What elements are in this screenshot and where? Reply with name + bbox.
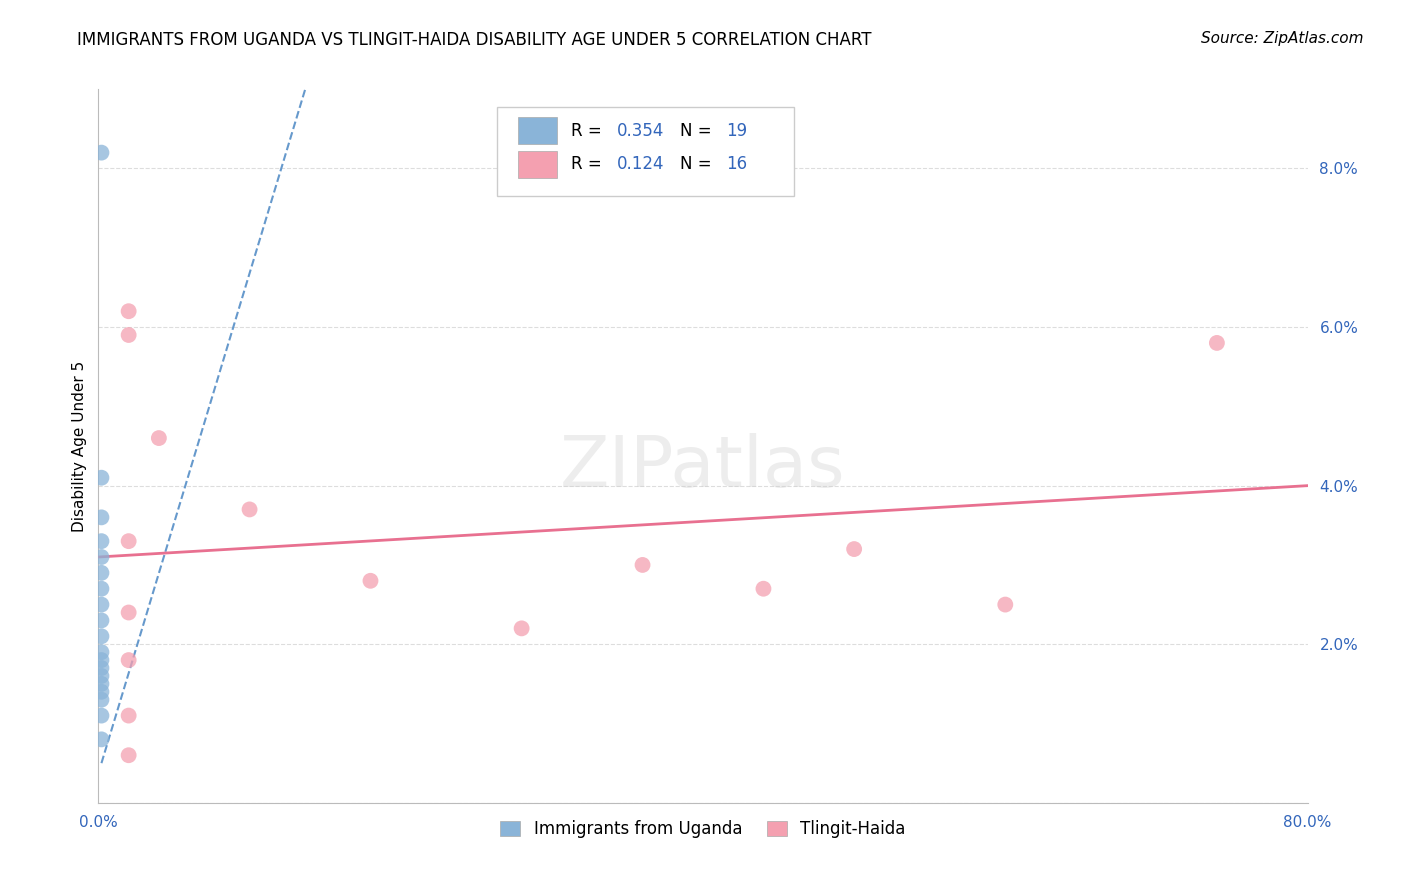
Text: 19: 19 xyxy=(725,121,747,139)
Point xyxy=(90,645,112,659)
Point xyxy=(510,621,533,635)
Point xyxy=(118,653,141,667)
Point xyxy=(118,748,141,763)
Point xyxy=(90,653,112,667)
Text: R =: R = xyxy=(571,155,607,173)
Point xyxy=(90,629,112,643)
FancyBboxPatch shape xyxy=(517,151,557,178)
Point xyxy=(90,614,112,628)
Point xyxy=(752,582,775,596)
Point xyxy=(90,598,112,612)
Point xyxy=(90,534,112,549)
Text: R =: R = xyxy=(571,121,607,139)
Text: N =: N = xyxy=(681,121,717,139)
Point xyxy=(90,732,112,747)
Text: 0.354: 0.354 xyxy=(617,121,665,139)
Point xyxy=(90,510,112,524)
Point xyxy=(90,692,112,706)
Y-axis label: Disability Age Under 5: Disability Age Under 5 xyxy=(72,360,87,532)
Point xyxy=(994,598,1017,612)
Legend: Immigrants from Uganda, Tlingit-Haida: Immigrants from Uganda, Tlingit-Haida xyxy=(494,814,912,845)
Point xyxy=(118,708,141,723)
Point xyxy=(844,542,866,557)
Text: ZIPatlas: ZIPatlas xyxy=(560,433,846,502)
Text: 0.124: 0.124 xyxy=(617,155,665,173)
Point xyxy=(90,145,112,160)
Point xyxy=(1206,335,1229,350)
Text: N =: N = xyxy=(681,155,717,173)
Point xyxy=(118,534,141,549)
Point xyxy=(90,708,112,723)
Point xyxy=(90,566,112,580)
Point xyxy=(90,685,112,699)
FancyBboxPatch shape xyxy=(498,107,793,196)
Point xyxy=(90,582,112,596)
Text: IMMIGRANTS FROM UGANDA VS TLINGIT-HAIDA DISABILITY AGE UNDER 5 CORRELATION CHART: IMMIGRANTS FROM UGANDA VS TLINGIT-HAIDA … xyxy=(77,31,872,49)
Point xyxy=(90,549,112,564)
Point xyxy=(90,677,112,691)
FancyBboxPatch shape xyxy=(517,117,557,145)
Point xyxy=(90,669,112,683)
Point xyxy=(148,431,170,445)
Point xyxy=(118,328,141,343)
Point xyxy=(239,502,262,516)
Point xyxy=(90,471,112,485)
Point xyxy=(118,304,141,318)
Point xyxy=(118,606,141,620)
Text: Source: ZipAtlas.com: Source: ZipAtlas.com xyxy=(1201,31,1364,46)
Point xyxy=(631,558,654,572)
Point xyxy=(360,574,382,588)
Point xyxy=(90,661,112,675)
Text: 16: 16 xyxy=(725,155,747,173)
